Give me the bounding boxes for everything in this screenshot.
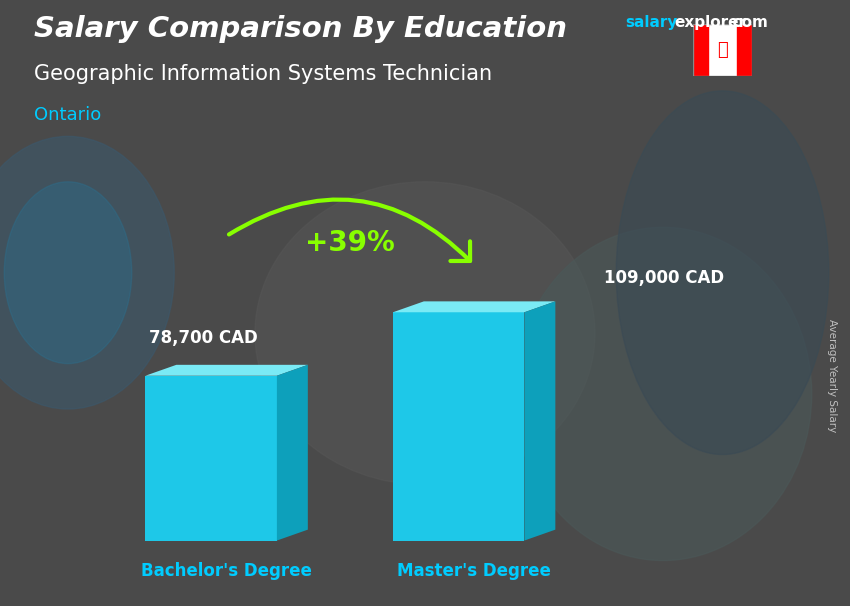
Polygon shape <box>277 365 308 541</box>
Text: Ontario: Ontario <box>34 106 101 124</box>
Polygon shape <box>145 376 277 541</box>
Text: explorer: explorer <box>674 15 746 30</box>
Text: .com: .com <box>728 15 768 30</box>
Ellipse shape <box>0 136 174 409</box>
Ellipse shape <box>514 227 812 561</box>
FancyArrowPatch shape <box>229 199 470 261</box>
Bar <box>737 24 752 76</box>
Text: 🍁: 🍁 <box>717 41 728 59</box>
Ellipse shape <box>255 182 595 485</box>
Text: Geographic Information Systems Technician: Geographic Information Systems Technicia… <box>34 64 492 84</box>
Text: salary: salary <box>625 15 677 30</box>
Text: Master's Degree: Master's Degree <box>397 562 551 581</box>
Polygon shape <box>393 312 524 541</box>
Text: 78,700 CAD: 78,700 CAD <box>149 328 258 347</box>
Text: Salary Comparison By Education: Salary Comparison By Education <box>34 15 567 43</box>
Ellipse shape <box>616 91 829 454</box>
Polygon shape <box>145 365 308 376</box>
Text: Bachelor's Degree: Bachelor's Degree <box>141 562 312 581</box>
Bar <box>693 24 707 76</box>
Text: Average Yearly Salary: Average Yearly Salary <box>827 319 837 432</box>
Ellipse shape <box>4 182 132 364</box>
Polygon shape <box>524 301 555 541</box>
Text: +39%: +39% <box>305 229 395 257</box>
Text: 109,000 CAD: 109,000 CAD <box>604 269 723 287</box>
Polygon shape <box>393 301 555 312</box>
